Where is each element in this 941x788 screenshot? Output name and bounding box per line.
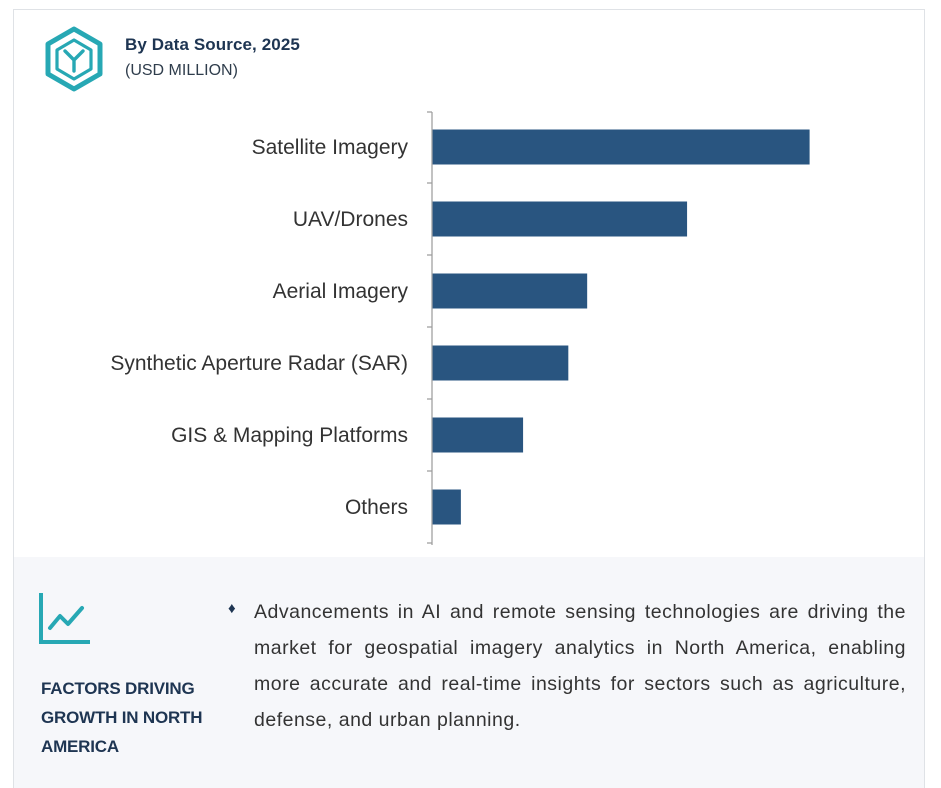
category-label: Satellite Imagery — [252, 136, 409, 159]
chart-title: By Data Source, 2025 — [125, 35, 300, 54]
factors-heading: FACTORS DRIVING GROWTH IN NORTH AMERICA — [41, 679, 203, 756]
bar-1 — [432, 201, 688, 237]
category-label: Synthetic Aperture Radar (SAR) — [110, 352, 408, 375]
factors-panel: FACTORS DRIVING GROWTH IN NORTH AMERICA … — [14, 557, 924, 788]
chart-subtitle: (USD MILLION) — [125, 62, 238, 79]
factor-bullet-text: Advancements in AI and remote sensing te… — [254, 601, 906, 731]
bullet-diamond-icon: ♦ — [228, 600, 236, 617]
bar-0 — [432, 129, 810, 165]
bar-chart: Satellite Imagery UAV/Drones Aerial Imager… — [110, 111, 810, 545]
hexagon-y-logo-icon — [45, 26, 103, 92]
category-label: GIS & Mapping Platforms — [171, 424, 408, 447]
bar-3 — [432, 345, 569, 381]
trend-chart-icon — [39, 593, 90, 644]
category-label: Others — [345, 496, 408, 519]
category-label: UAV/Drones — [293, 208, 408, 231]
bar-5 — [432, 489, 461, 525]
bar-2 — [432, 273, 588, 309]
chart-card: By Data Source, 2025 (USD MILLION) Satel… — [13, 9, 925, 788]
category-label: Aerial Imagery — [273, 280, 409, 303]
bar-4 — [432, 417, 524, 453]
